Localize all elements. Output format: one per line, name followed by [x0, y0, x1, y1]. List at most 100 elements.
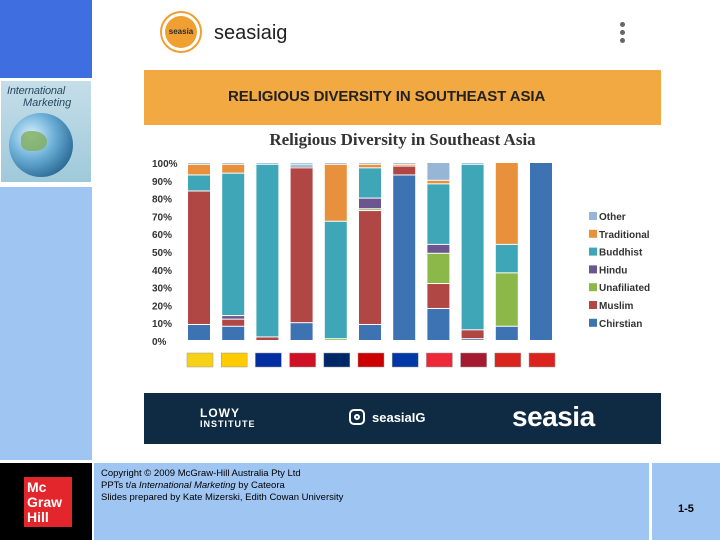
bar-segment [290, 323, 313, 340]
country-flag-malaysia [357, 352, 385, 368]
legend-swatch [589, 229, 597, 238]
country-flag-cambodia [255, 352, 282, 368]
bar-segment [427, 163, 450, 180]
legend-label: Buddhist [599, 248, 643, 259]
bar-segment [359, 168, 381, 198]
account-avatar[interactable]: seasia [160, 11, 202, 53]
copyright-line2: PPTs t/a International Marketing by Cate… [101, 480, 649, 492]
bar-segment [222, 316, 245, 319]
copyright-line1: Copyright © 2009 McGraw-Hill Australia P… [101, 468, 301, 479]
bar-segment [359, 324, 381, 340]
page-number: 1-5 [678, 503, 694, 515]
bar-segment [222, 326, 245, 340]
copyright-line3: Slides prepared by Kate Mizerski, Edith … [101, 492, 344, 503]
post-header: seasia seasiaig [144, 0, 661, 70]
bar-segment [427, 308, 450, 340]
legend-label: Unafiliated [599, 283, 650, 294]
bar-segment [222, 163, 245, 164]
legend-label: Muslim [599, 301, 634, 312]
bar-segment [427, 184, 450, 244]
country-flag-laos [323, 352, 351, 368]
bar-segment [393, 175, 416, 340]
bar-segment [427, 244, 450, 253]
country-flag-timor-leste [528, 352, 556, 368]
book-cover-thumbnail: International Marketing [0, 80, 92, 183]
y-tick-label: 80% [152, 195, 172, 206]
instagram-icon [349, 409, 365, 425]
bar-segment [256, 164, 279, 337]
legend-label: Traditional [599, 230, 650, 241]
account-name[interactable]: seasiaig [214, 22, 288, 44]
country-flag-philippines [391, 352, 419, 368]
seasia-brand-logo: seasia [512, 401, 595, 432]
bar-segment [359, 164, 381, 168]
bar-segment [359, 209, 381, 211]
more-vertical-icon[interactable] [620, 22, 626, 46]
bar-segment [393, 166, 416, 175]
bar-segment [222, 319, 245, 326]
copyright-line2-suffix: by Cateora [235, 480, 285, 491]
bar-segment [324, 164, 347, 221]
headline-banner [144, 70, 661, 125]
bar-segment [530, 163, 552, 340]
bar-segment [427, 284, 450, 308]
lowy-logo-line1: LOWY [200, 406, 240, 420]
bar-segment [188, 164, 210, 175]
book-title: International Marketing [139, 480, 236, 491]
y-tick-label: 10% [152, 319, 172, 330]
bar-segment [495, 163, 518, 244]
legend-label: Hindu [599, 265, 627, 276]
page-number-box: 1-5 [652, 463, 720, 540]
publisher-logo-area: Mc Graw Hill [0, 463, 92, 540]
legend-label: Other [599, 212, 626, 223]
bar-segment [256, 163, 279, 164]
y-tick-label: 0% [152, 337, 167, 348]
bar-segment [188, 324, 210, 340]
country-flag-myanmar [220, 352, 248, 368]
legend-swatch [589, 212, 597, 220]
bar-segment [359, 211, 381, 324]
y-tick-label: 100% [152, 159, 178, 170]
stacked-bar-chart: 0% 10% 20% 30% 40% 50% 60% 70% 80% 90% 100% Other Tr… [152, 159, 650, 368]
lowy-logo-line2: INSTITUTE [200, 419, 256, 429]
copyright-line2-prefix: PPTs t/a [101, 480, 140, 491]
bar-segment [461, 339, 484, 340]
legend-swatch [589, 301, 597, 309]
thumbnail-title-line1: International [7, 85, 65, 97]
legend-swatch [589, 265, 597, 274]
y-tick-label: 30% [152, 284, 172, 295]
bar-segment [461, 164, 484, 330]
y-tick-label: 40% [152, 266, 172, 277]
bar-segment [427, 253, 450, 284]
bar-segment [495, 273, 518, 326]
y-tick-label: 90% [152, 177, 172, 188]
bar-segment [222, 173, 245, 316]
chart-title: Religious Diversity in Southeast Asia [269, 130, 536, 149]
sidebar-block-middle [0, 187, 92, 460]
country-flag-indonesia [289, 352, 316, 368]
bar-segment [461, 163, 484, 164]
y-tick-label: 20% [152, 301, 172, 312]
bar-segment [188, 163, 210, 164]
instagram-handle: seasiaIG [372, 410, 426, 425]
legend-swatch [589, 318, 597, 327]
thumbnail-title-line2: Marketing [23, 97, 72, 109]
bar-segment [222, 164, 245, 173]
mcgraw-hill-logo: Mc Graw Hill [24, 477, 72, 527]
country-flag-brunei [186, 352, 214, 368]
bar-segment [495, 244, 518, 273]
legend-label: Chirstian [599, 319, 642, 330]
bar-segment [324, 163, 347, 164]
avatar-text: seasia [165, 16, 197, 48]
bar-segment [290, 168, 313, 323]
post-image: seasia seasiaig RELIGIOUS DIVERSITY IN S… [144, 0, 661, 444]
headline-text: RELIGIOUS DIVERSITY IN SOUTHEAST ASIA [228, 88, 546, 105]
copyright-notice: Copyright © 2009 McGraw-Hill Australia P… [94, 463, 649, 540]
bar-segment [427, 180, 450, 184]
legend-swatch [589, 283, 597, 292]
bar-segment [290, 166, 313, 168]
bar-segment [188, 191, 210, 324]
logo-line3: Hill [27, 509, 49, 525]
bar-segment [461, 330, 484, 339]
y-tick-label: 70% [152, 212, 172, 223]
